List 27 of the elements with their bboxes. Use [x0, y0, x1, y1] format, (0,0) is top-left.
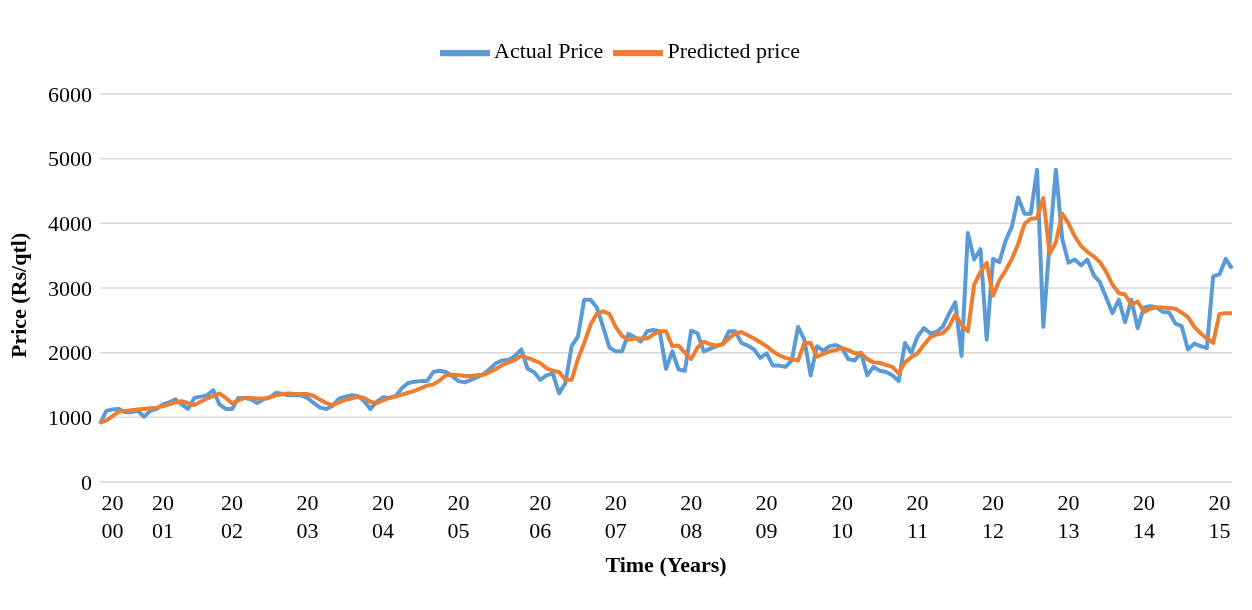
y-tick-label: 0: [81, 469, 92, 495]
x-tick-label: 2009: [755, 490, 778, 543]
x-tick-label: 2008: [680, 490, 703, 543]
x-tick-label: 2015: [1208, 490, 1231, 543]
x-tick-label: 2014: [1132, 490, 1155, 543]
legend-label: Predicted price: [667, 38, 800, 64]
x-tick-label: 2002: [221, 490, 244, 543]
y-tick-label: 4000: [48, 211, 92, 237]
x-tick-label: 2004: [372, 490, 394, 543]
x-axis-title: Time (Years): [605, 552, 727, 577]
x-tick-label: 2005: [447, 490, 470, 543]
y-tick-label: 6000: [48, 81, 92, 107]
x-tick-label: 2000: [101, 490, 124, 543]
x-tick-label: 2012: [982, 490, 1005, 543]
y-axis-title: Price (Rs/qtl): [5, 232, 31, 358]
y-tick-label: 5000: [48, 146, 92, 172]
x-tick-label: 2001: [151, 490, 174, 543]
x-tick-label: 2003: [296, 490, 319, 543]
y-tick-label: 3000: [48, 275, 92, 301]
legend-label: Actual Price: [494, 38, 604, 64]
x-tick-label: 2010: [831, 490, 854, 543]
x-tick-label: 2007: [604, 490, 627, 543]
x-tick-label: 2013: [1057, 490, 1080, 543]
x-tick-label: 2011: [906, 490, 929, 543]
y-tick-label: 1000: [48, 405, 92, 431]
x-tick-label: 2006: [529, 490, 552, 543]
y-tick-label: 2000: [48, 340, 92, 366]
